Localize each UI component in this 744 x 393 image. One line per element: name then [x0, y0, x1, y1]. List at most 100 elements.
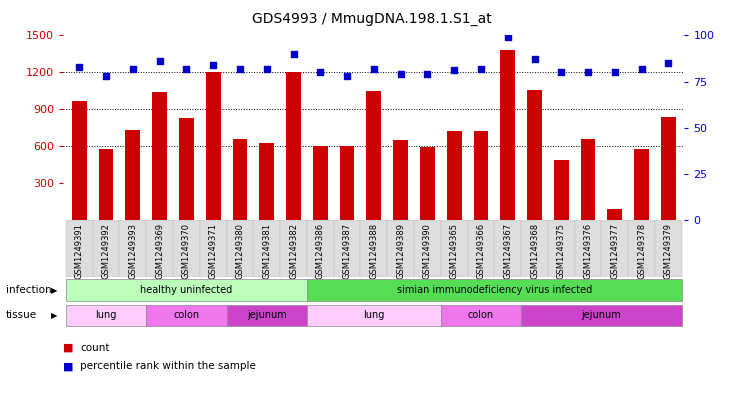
Point	[662, 60, 674, 66]
Text: colon: colon	[468, 310, 494, 320]
Bar	[574, 220, 601, 277]
Point	[127, 66, 139, 72]
Bar	[179, 118, 193, 220]
Bar	[494, 220, 521, 277]
Point	[100, 73, 112, 79]
Text: lung: lung	[363, 310, 385, 320]
Bar	[307, 279, 682, 301]
Text: GSM1249375: GSM1249375	[557, 223, 565, 279]
Bar	[521, 220, 548, 277]
Bar	[227, 220, 254, 277]
Point	[261, 66, 273, 72]
Bar	[420, 147, 434, 220]
Text: jejunum: jejunum	[247, 310, 286, 320]
Text: GSM1249379: GSM1249379	[664, 223, 673, 279]
Point	[208, 62, 219, 68]
Bar	[280, 220, 307, 277]
Text: GSM1249390: GSM1249390	[423, 223, 432, 279]
Text: GSM1249380: GSM1249380	[235, 223, 245, 279]
Bar	[260, 143, 274, 220]
Text: GSM1249371: GSM1249371	[209, 223, 218, 279]
Bar	[173, 220, 200, 277]
Text: ■: ■	[63, 343, 74, 353]
Bar	[601, 220, 628, 277]
Point	[635, 66, 647, 72]
Text: GSM1249366: GSM1249366	[476, 223, 486, 279]
Text: GSM1249388: GSM1249388	[369, 223, 379, 279]
Text: infection: infection	[6, 285, 51, 295]
Bar	[126, 130, 140, 220]
Text: GSM1249393: GSM1249393	[129, 223, 138, 279]
Text: ▶: ▶	[51, 286, 57, 294]
Bar	[387, 220, 414, 277]
Bar	[66, 279, 307, 301]
Bar	[99, 149, 113, 220]
Bar	[608, 209, 622, 220]
Bar	[440, 305, 521, 326]
Point	[475, 66, 487, 72]
Point	[421, 71, 433, 77]
Bar	[153, 92, 167, 220]
Point	[341, 73, 353, 79]
Bar	[147, 220, 173, 277]
Bar	[120, 220, 147, 277]
Bar	[527, 90, 542, 220]
Point	[154, 58, 166, 64]
Point	[582, 69, 594, 75]
Text: GSM1249387: GSM1249387	[342, 223, 352, 279]
Text: ■: ■	[63, 361, 74, 371]
Point	[288, 51, 300, 57]
Bar	[581, 139, 595, 220]
Bar	[447, 131, 461, 220]
Bar	[227, 305, 307, 326]
Bar	[147, 305, 227, 326]
Text: GSM1249391: GSM1249391	[75, 223, 84, 279]
Bar	[521, 305, 682, 326]
Bar	[474, 131, 488, 220]
Text: lung: lung	[95, 310, 117, 320]
Text: GSM1249367: GSM1249367	[503, 223, 513, 279]
Bar	[66, 305, 147, 326]
Bar	[66, 220, 93, 277]
Bar	[200, 220, 227, 277]
Text: count: count	[80, 343, 110, 353]
Bar	[440, 220, 467, 277]
Text: GSM1249392: GSM1249392	[102, 223, 111, 279]
Point	[368, 66, 379, 72]
Bar	[501, 50, 515, 220]
Point	[74, 64, 86, 70]
Bar	[93, 220, 120, 277]
Text: GSM1249365: GSM1249365	[449, 223, 459, 279]
Text: tissue: tissue	[6, 310, 37, 320]
Point	[501, 34, 513, 40]
Text: ▶: ▶	[51, 311, 57, 320]
Point	[448, 67, 460, 73]
Text: GSM1249369: GSM1249369	[155, 223, 164, 279]
Text: GSM1249378: GSM1249378	[637, 223, 646, 279]
Bar	[414, 220, 440, 277]
Bar	[340, 146, 354, 220]
Bar	[367, 91, 381, 220]
Text: GSM1249386: GSM1249386	[315, 223, 325, 279]
Text: healthy uninfected: healthy uninfected	[141, 285, 233, 295]
Text: simian immunodeficiency virus infected: simian immunodeficiency virus infected	[397, 285, 592, 295]
Point	[394, 71, 406, 77]
Point	[234, 66, 246, 72]
Bar	[628, 220, 655, 277]
Bar	[313, 146, 327, 220]
Bar	[661, 117, 676, 220]
Text: GSM1249389: GSM1249389	[396, 223, 405, 279]
Text: GSM1249381: GSM1249381	[262, 223, 272, 279]
Bar	[307, 220, 334, 277]
Point	[181, 66, 193, 72]
Bar	[233, 139, 247, 220]
Text: GSM1249370: GSM1249370	[182, 223, 191, 279]
Bar	[254, 220, 280, 277]
Bar	[467, 220, 494, 277]
Bar	[554, 160, 568, 220]
Bar	[361, 220, 387, 277]
Text: GDS4993 / MmugDNA.198.1.S1_at: GDS4993 / MmugDNA.198.1.S1_at	[252, 12, 492, 26]
Bar	[655, 220, 682, 277]
Text: jejunum: jejunum	[582, 310, 621, 320]
Bar	[334, 220, 361, 277]
